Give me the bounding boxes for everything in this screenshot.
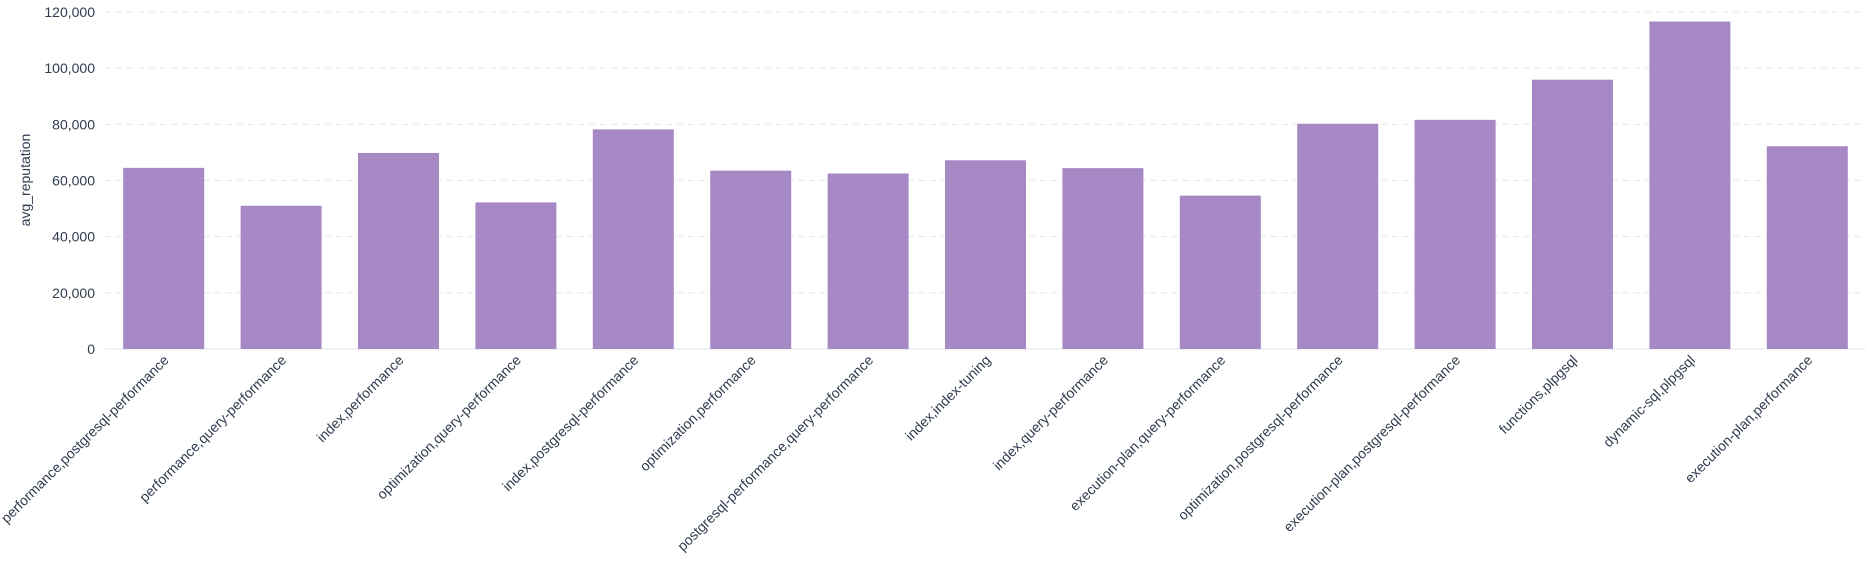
- bars: [123, 21, 1848, 349]
- x-tick-label: dynamic-sql,plpgsql: [1600, 352, 1698, 450]
- bar: [240, 205, 322, 349]
- bar: [123, 167, 205, 349]
- bar: [1062, 168, 1144, 349]
- x-axis-ticks: performance,postgresql-performanceperfor…: [0, 352, 1816, 554]
- bar: [475, 202, 557, 349]
- bar: [1649, 21, 1731, 349]
- bar: [1414, 119, 1496, 349]
- y-tick-label: 80,000: [52, 116, 95, 132]
- bar: [1179, 195, 1261, 349]
- y-axis-title: avg_reputation: [17, 134, 33, 227]
- x-tick-label: index,postgresql-performance: [499, 352, 641, 494]
- y-tick-label: 60,000: [52, 173, 95, 189]
- bar: [944, 160, 1027, 349]
- x-tick-label: index,performance: [313, 352, 406, 445]
- x-tick-label: optimization,performance: [636, 352, 759, 475]
- x-tick-label: functions,plpgsql: [1496, 352, 1581, 437]
- bar: [710, 170, 792, 349]
- y-tick-label: 20,000: [52, 285, 95, 301]
- y-axis-ticks: 0 20,000 40,000 60,000 80,000 100,000 120,000: [44, 4, 95, 357]
- x-tick-label: index,index-tuning: [902, 352, 994, 444]
- y-tick-label: 40,000: [52, 229, 95, 245]
- bar: [1297, 123, 1379, 349]
- bar: [357, 152, 440, 349]
- bar: [1766, 146, 1848, 349]
- y-tick-label: 100,000: [44, 60, 95, 76]
- bar: [1531, 79, 1614, 349]
- bar: [592, 129, 674, 349]
- x-tick-label: execution-plan,performance: [1681, 352, 1815, 486]
- y-tick-label: 0: [87, 341, 95, 357]
- bar: [827, 173, 909, 349]
- x-tick-label: index,query-performance: [990, 352, 1112, 474]
- y-tick-label: 120,000: [44, 4, 95, 20]
- x-tick-label: postgresql-performance,query-performance: [674, 352, 876, 554]
